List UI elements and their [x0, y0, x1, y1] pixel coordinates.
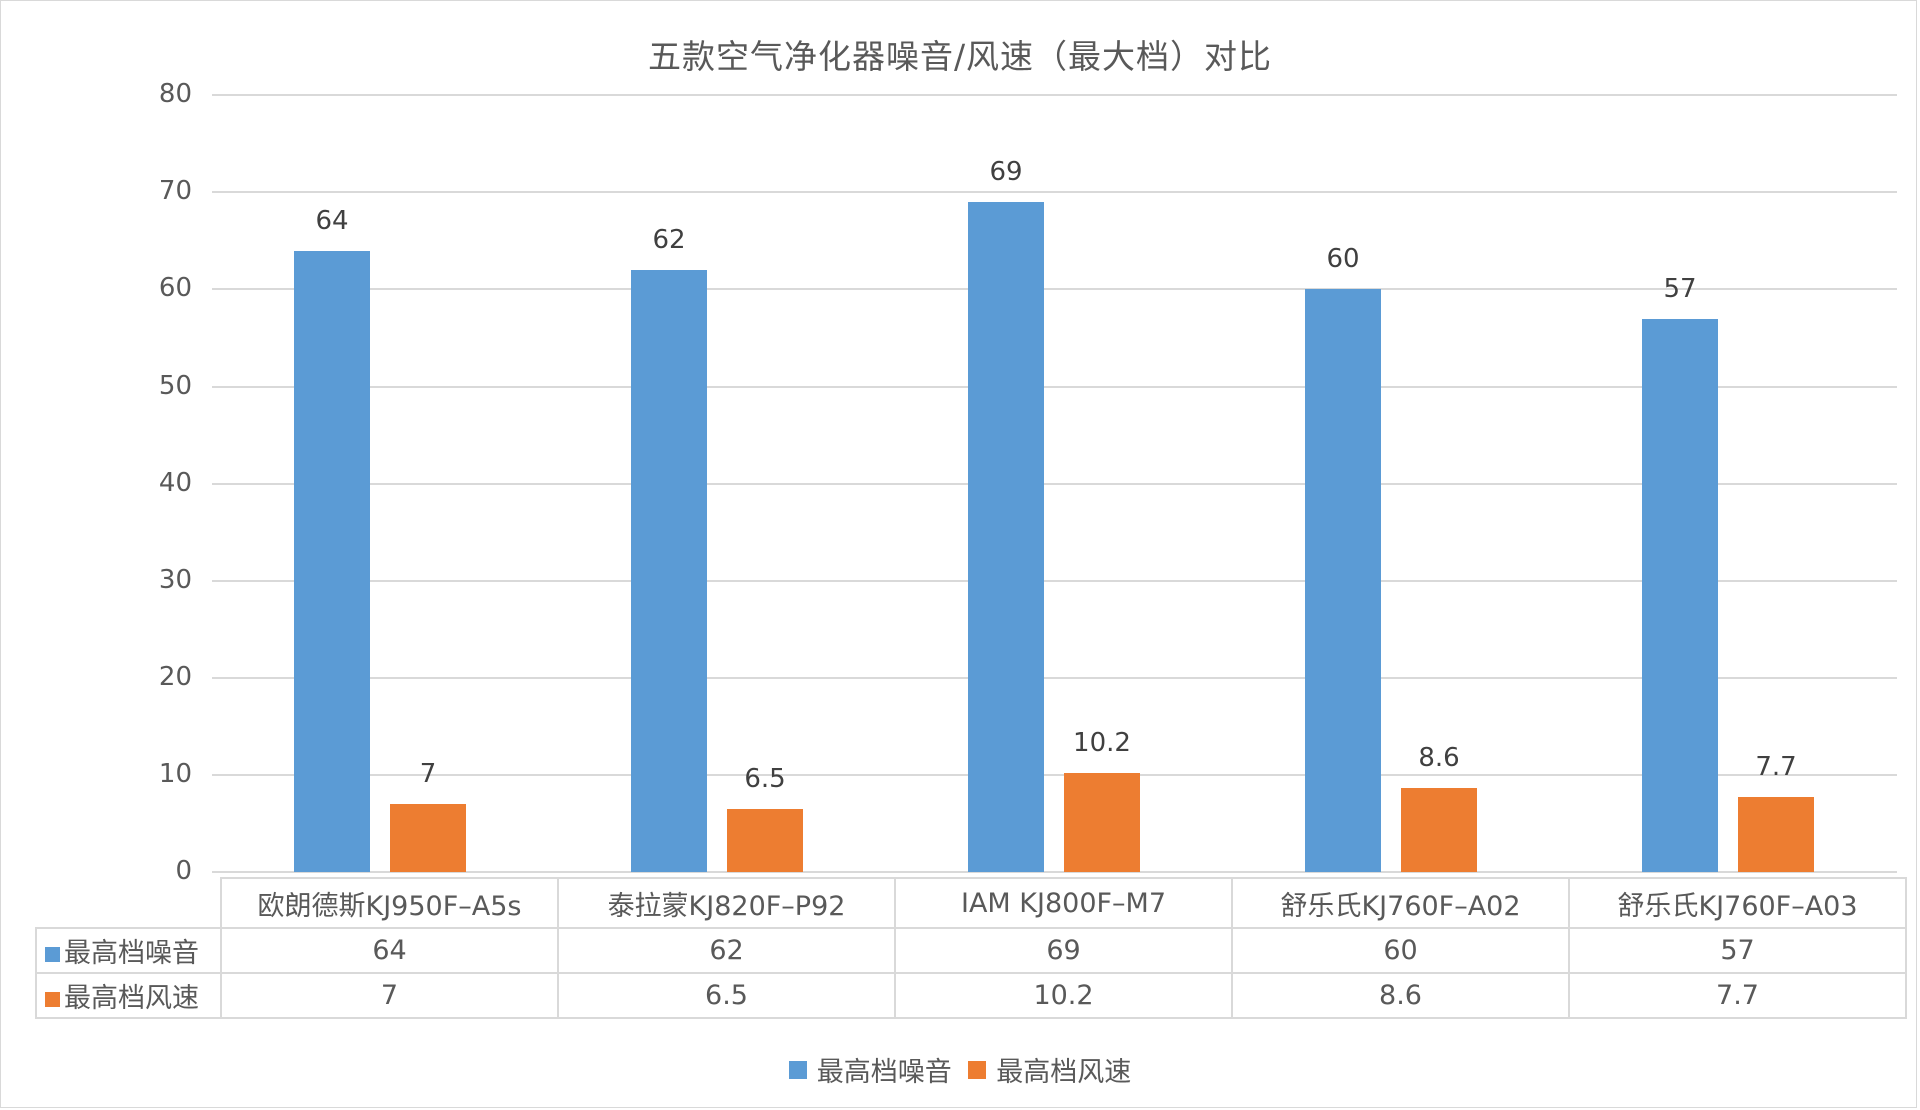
legend-item-windspeed[interactable]: 最高档风速 — [968, 1050, 1131, 1089]
bar-noise[interactable] — [1305, 289, 1381, 872]
y-tick-label: 40 — [158, 467, 192, 498]
category-cell: IAM KJ800F–M7 — [894, 877, 1233, 929]
y-tick-label: 0 — [175, 856, 192, 886]
bar-windspeed[interactable] — [390, 804, 466, 872]
bar-windspeed[interactable] — [727, 808, 803, 872]
category-cell: 欧朗德斯KJ950F–A5s — [220, 877, 559, 929]
legend-label: 最高档风速 — [996, 1057, 1132, 1088]
series-name-cell: 最高档噪音 — [35, 927, 222, 974]
gridline — [212, 773, 1897, 776]
y-tick-label: 50 — [158, 370, 192, 401]
value-cell: 6.5 — [557, 972, 896, 1019]
data-label: 7.7 — [1755, 752, 1797, 783]
category-cell: 舒乐氏KJ760F–A02 — [1231, 877, 1570, 929]
legend-label: 最高档噪音 — [816, 1057, 952, 1088]
table-row: 最高档风速 7 6.5 10.2 8.6 7.7 — [35, 972, 1907, 1019]
legend-item-noise[interactable]: 最高档噪音 — [788, 1050, 952, 1089]
bar-windspeed[interactable] — [1064, 772, 1140, 872]
y-tick-label: 20 — [158, 661, 192, 692]
table-header-row: 欧朗德斯KJ950F–A5s 泰拉蒙KJ820F–P92 IAM KJ800F–M7… — [36, 877, 1907, 929]
data-label: 8.6 — [1418, 743, 1460, 774]
gridline — [212, 94, 1897, 97]
table-corner — [36, 878, 221, 928]
category-cell: 舒乐氏KJ760F–A03 — [1568, 877, 1907, 929]
y-tick-label: 60 — [158, 273, 192, 304]
gridline — [212, 871, 1897, 873]
bar-noise[interactable] — [968, 202, 1044, 872]
y-tick-label: 10 — [158, 758, 192, 789]
bar-noise[interactable] — [294, 250, 370, 872]
value-cell: 60 — [1231, 927, 1570, 974]
y-tick-label: 30 — [158, 564, 192, 595]
value-cell: 62 — [557, 927, 896, 974]
gridline — [212, 191, 1897, 194]
data-label: 64 — [315, 205, 349, 236]
series-name: 最高档风速 — [64, 983, 199, 1014]
value-cell: 7.7 — [1568, 972, 1907, 1019]
gridline — [212, 482, 1897, 485]
data-label: 62 — [652, 224, 686, 255]
bar-windspeed[interactable] — [1401, 788, 1477, 872]
data-label: 57 — [1663, 273, 1697, 304]
data-label: 10.2 — [1073, 727, 1131, 758]
gridline — [212, 385, 1897, 388]
y-tick-label: 80 — [158, 79, 192, 110]
y-tick-label: 70 — [158, 176, 192, 207]
table-row: 最高档噪音 64 62 69 60 57 — [35, 927, 1907, 974]
category-cell: 泰拉蒙KJ820F–P92 — [557, 877, 896, 929]
value-cell: 57 — [1568, 927, 1907, 974]
gridline — [212, 579, 1897, 582]
value-cell: 64 — [220, 927, 559, 974]
data-label: 7 — [419, 759, 437, 790]
gridline — [212, 676, 1897, 679]
chart-title: 五款空气净化器噪音/风速（最大档）对比 — [647, 37, 1273, 76]
bar-noise[interactable] — [1642, 318, 1718, 872]
legend-swatch-orange — [968, 1060, 987, 1079]
legend-swatch-blue — [45, 947, 60, 962]
legend: 最高档噪音 最高档风速 — [0, 1050, 1920, 1089]
bar-windspeed[interactable] — [1738, 797, 1814, 872]
value-cell: 69 — [894, 927, 1233, 974]
value-cell: 10.2 — [894, 972, 1233, 1019]
series-name-cell: 最高档风速 — [35, 972, 222, 1019]
value-cell: 7 — [220, 972, 559, 1019]
data-label: 69 — [989, 157, 1023, 187]
legend-swatch-blue — [788, 1060, 807, 1079]
data-table: 欧朗德斯KJ950F–A5s 泰拉蒙KJ820F–P92 IAM KJ800F–M7… — [35, 877, 1907, 1019]
value-cell: 8.6 — [1231, 972, 1570, 1019]
gridline — [212, 288, 1897, 291]
legend-swatch-orange — [45, 992, 60, 1007]
bar-noise[interactable] — [631, 269, 707, 872]
data-label: 6.5 — [744, 763, 786, 794]
data-label: 60 — [1326, 244, 1360, 275]
series-name: 最高档噪音 — [64, 938, 199, 969]
